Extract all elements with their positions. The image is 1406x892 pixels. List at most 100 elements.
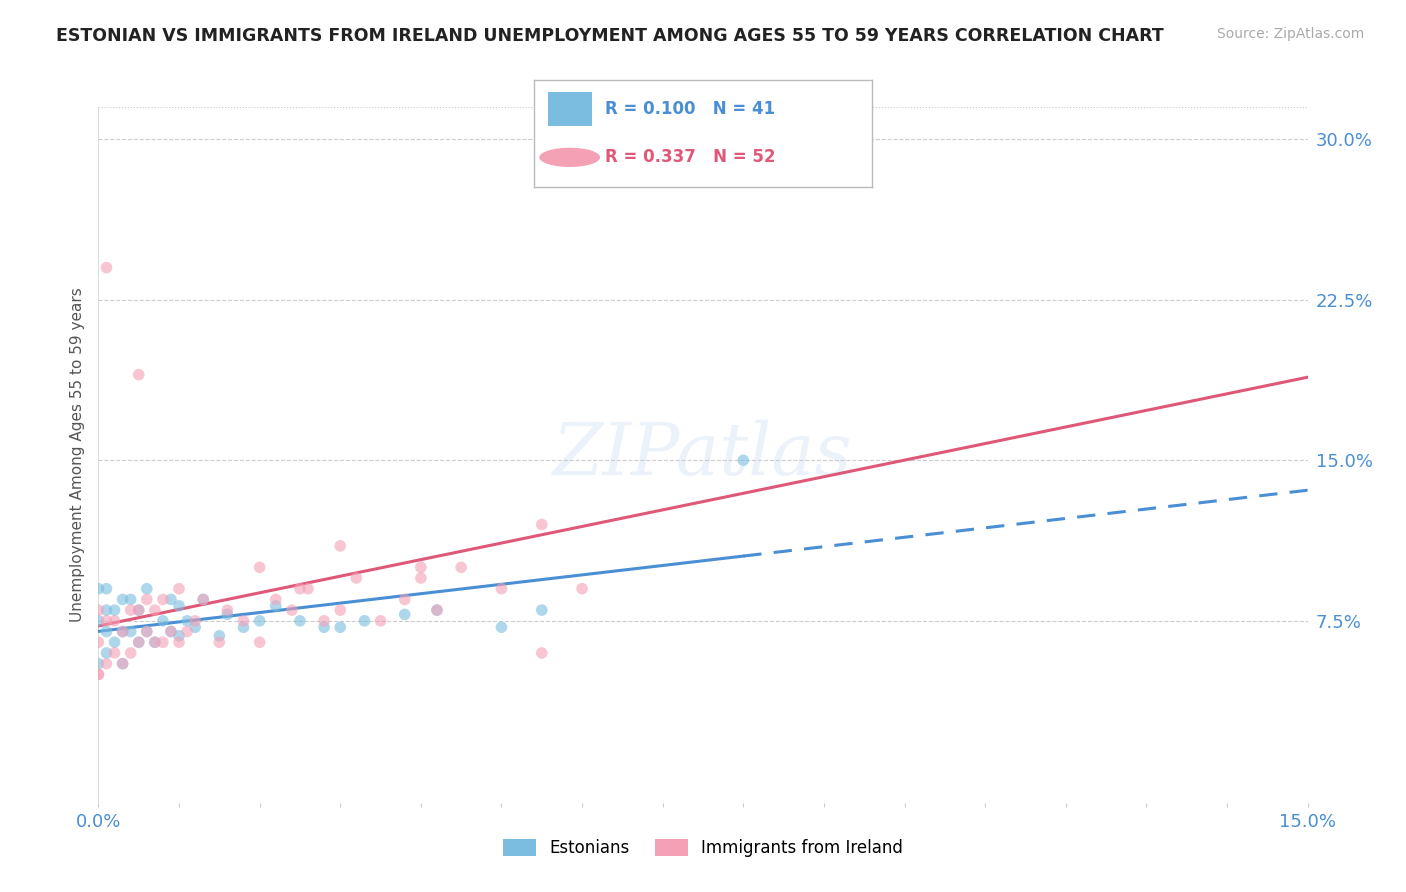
Point [329, 603, 352, 617]
Point [111, 657, 134, 671]
Point [135, 624, 157, 639]
Point [450, 560, 472, 574]
Point [167, 582, 190, 596]
Point [152, 635, 174, 649]
Text: R = 0.100   N = 41: R = 0.100 N = 41 [605, 100, 775, 118]
Point [232, 620, 254, 634]
Point [167, 629, 190, 643]
Point [128, 635, 150, 649]
Point [128, 635, 150, 649]
Point [249, 614, 271, 628]
Point [426, 603, 449, 617]
Point [217, 607, 239, 622]
Point [353, 614, 375, 628]
Point [160, 624, 183, 639]
Point [87, 582, 110, 596]
Point [193, 592, 215, 607]
Point [135, 592, 157, 607]
Circle shape [540, 148, 600, 167]
Point [394, 607, 416, 622]
Point [152, 614, 174, 628]
Point [96, 260, 118, 275]
Point [87, 667, 110, 681]
Bar [548, 92, 592, 127]
Point [143, 635, 166, 649]
Point [128, 603, 150, 617]
Point [120, 624, 142, 639]
Point [87, 603, 110, 617]
Text: ESTONIAN VS IMMIGRANTS FROM IRELAND UNEMPLOYMENT AMONG AGES 55 TO 59 YEARS CORRE: ESTONIAN VS IMMIGRANTS FROM IRELAND UNEM… [56, 27, 1164, 45]
Point [160, 592, 183, 607]
Point [491, 620, 513, 634]
Point [184, 620, 207, 634]
Point [87, 614, 110, 628]
Point [217, 603, 239, 617]
Point [103, 646, 125, 660]
Point [120, 646, 142, 660]
Point [143, 635, 166, 649]
Point [329, 539, 352, 553]
Point [314, 614, 336, 628]
Point [176, 624, 198, 639]
Point [103, 603, 125, 617]
Point [193, 592, 215, 607]
Point [344, 571, 367, 585]
Point [111, 624, 134, 639]
Text: R = 0.337   N = 52: R = 0.337 N = 52 [605, 148, 776, 166]
Point [96, 657, 118, 671]
Legend: Estonians, Immigrants from Ireland: Estonians, Immigrants from Ireland [496, 832, 910, 864]
Point [152, 592, 174, 607]
Point [314, 620, 336, 634]
Text: ZIPatlas: ZIPatlas [553, 419, 853, 491]
Point [111, 624, 134, 639]
Y-axis label: Unemployment Among Ages 55 to 59 years: Unemployment Among Ages 55 to 59 years [69, 287, 84, 623]
Point [264, 599, 287, 613]
Point [409, 571, 432, 585]
Point [208, 635, 231, 649]
Point [426, 603, 449, 617]
Point [612, 153, 634, 168]
Point [530, 603, 553, 617]
Point [87, 667, 110, 681]
Point [103, 614, 125, 628]
Point [733, 453, 755, 467]
Point [409, 560, 432, 574]
Point [167, 599, 190, 613]
Point [111, 657, 134, 671]
Point [96, 624, 118, 639]
Point [111, 592, 134, 607]
Point [103, 635, 125, 649]
Point [530, 646, 553, 660]
Point [96, 646, 118, 660]
Point [249, 635, 271, 649]
Point [288, 614, 311, 628]
Point [249, 560, 271, 574]
Point [176, 614, 198, 628]
Point [370, 614, 392, 628]
Point [329, 620, 352, 634]
Point [135, 582, 157, 596]
Point [297, 582, 319, 596]
Point [143, 603, 166, 617]
Point [184, 614, 207, 628]
Point [120, 592, 142, 607]
Point [264, 592, 287, 607]
Point [491, 582, 513, 596]
Point [232, 614, 254, 628]
Point [128, 603, 150, 617]
Point [128, 368, 150, 382]
Point [530, 517, 553, 532]
Point [208, 629, 231, 643]
Point [120, 603, 142, 617]
Point [281, 603, 304, 617]
Point [96, 603, 118, 617]
Point [571, 582, 593, 596]
Point [87, 635, 110, 649]
Point [160, 624, 183, 639]
Point [96, 582, 118, 596]
Point [87, 657, 110, 671]
Point [96, 614, 118, 628]
Point [394, 592, 416, 607]
Point [167, 635, 190, 649]
Point [135, 624, 157, 639]
